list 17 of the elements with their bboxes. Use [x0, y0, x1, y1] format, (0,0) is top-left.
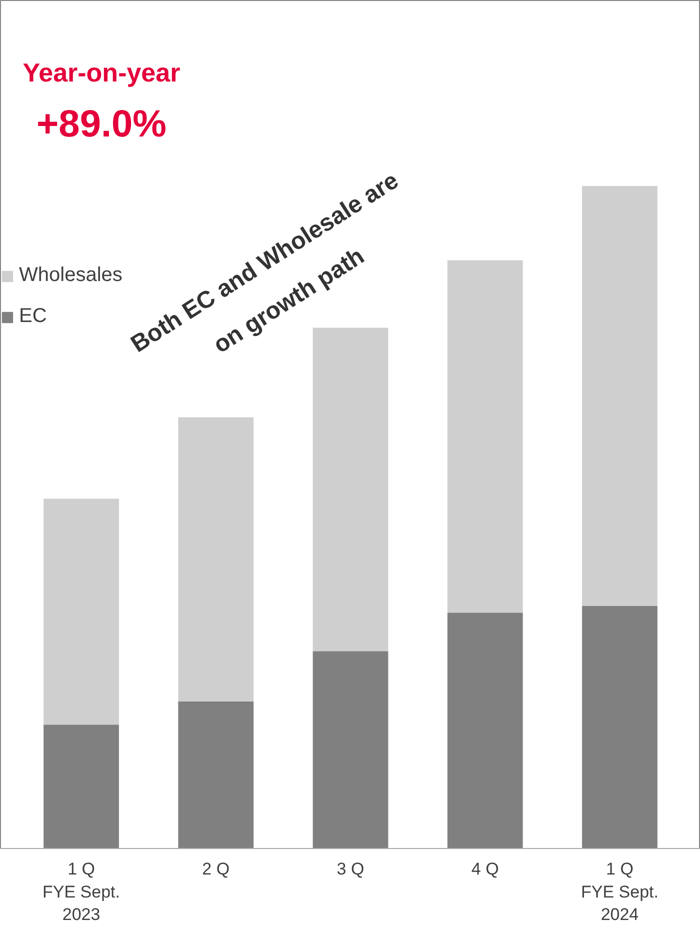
bar	[44, 498, 119, 725]
bar	[582, 606, 658, 848]
x-tick-label: 4 Q	[471, 860, 499, 878]
x-tick-label: 1 Q FYE Sept. 2023	[42, 860, 120, 924]
bar	[44, 724, 119, 848]
bar	[582, 186, 658, 606]
bar	[312, 651, 388, 848]
x-tick-label: 3 Q	[336, 860, 364, 878]
legend-label: Wholesales	[19, 264, 122, 287]
text: Year-on-year +89.0%	[22, 57, 180, 146]
bar	[447, 612, 523, 848]
legend-label: EC	[19, 305, 47, 328]
bar	[447, 260, 523, 613]
x-tick-label: 1 Q FYE Sept. 2024	[580, 860, 658, 924]
x-tick-label: 2 Q	[202, 860, 230, 878]
bar	[178, 701, 254, 848]
bar	[178, 417, 254, 702]
